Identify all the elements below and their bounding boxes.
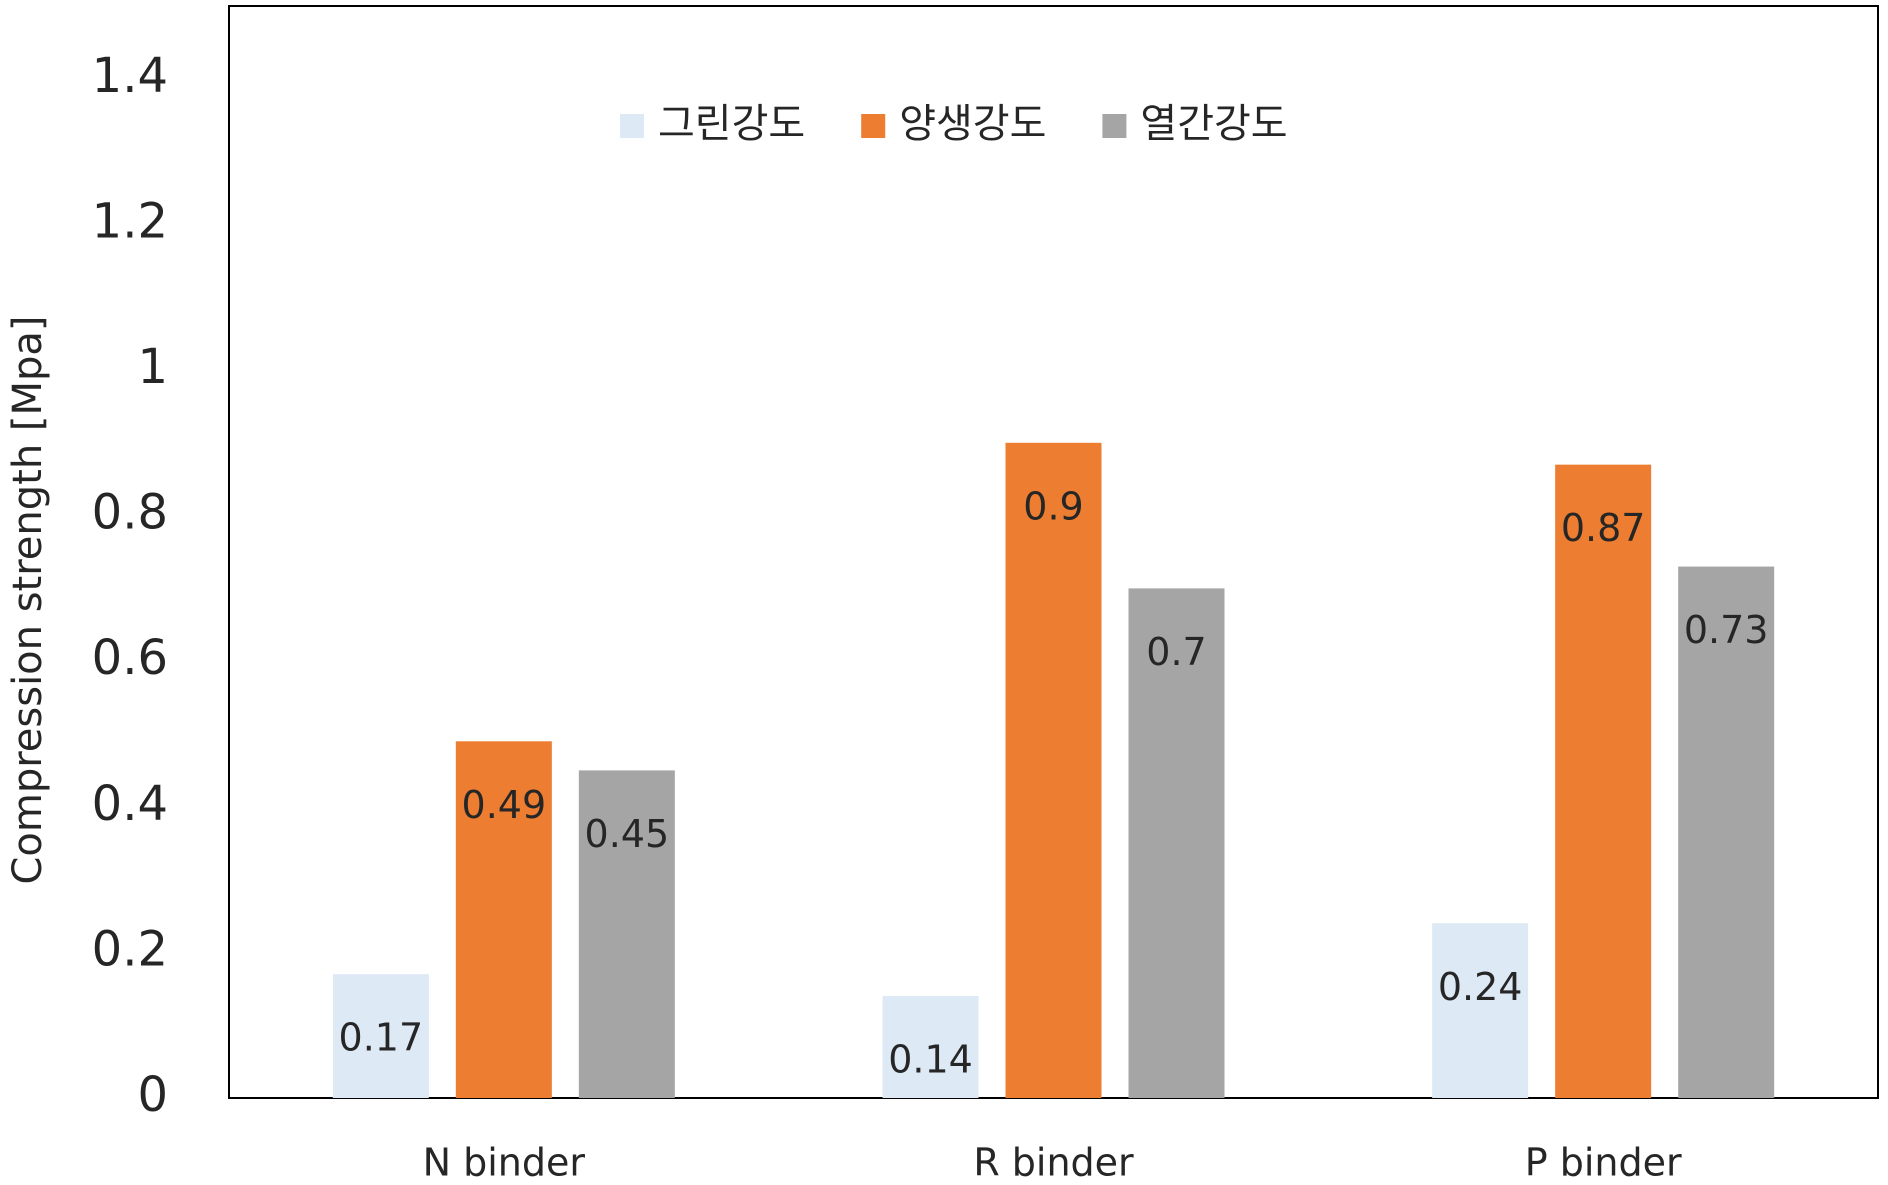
bar — [1432, 923, 1529, 1098]
value-label: 0.9 — [1023, 484, 1083, 528]
y-tick-label: 1.2 — [92, 193, 168, 249]
value-label: 0.24 — [1438, 965, 1523, 1009]
y-tick-label: 1.4 — [92, 48, 168, 104]
bar — [332, 974, 429, 1098]
value-label: 0.73 — [1684, 608, 1769, 652]
y-tick-label: 0.8 — [92, 485, 168, 541]
bar — [1555, 464, 1652, 1098]
y-tick-label: 0 — [137, 1067, 168, 1123]
y-tick-label: 0.4 — [92, 776, 168, 832]
y-axis-label: Compression strength [Mpa] — [5, 315, 51, 884]
legend-label: 양생강도 — [899, 101, 1046, 147]
value-label: 0.45 — [585, 812, 670, 856]
legend-label: 열간강도 — [1140, 101, 1287, 147]
bar — [1005, 442, 1102, 1098]
bar — [578, 770, 675, 1098]
legend-swatch — [620, 114, 644, 138]
legend-swatch — [1102, 114, 1127, 138]
x-tick-label: R binder — [973, 1141, 1134, 1185]
x-tick-label: P binder — [1525, 1141, 1682, 1185]
value-label: 0.14 — [888, 1038, 973, 1082]
y-tick-label: 0.2 — [92, 921, 168, 977]
y-tick-label: 0.6 — [92, 630, 168, 686]
bar — [1678, 566, 1775, 1098]
value-label: 0.7 — [1146, 630, 1206, 674]
value-label: 0.17 — [339, 1016, 424, 1060]
legend-label: 그린강도 — [658, 101, 805, 147]
x-tick-label: N binder — [423, 1141, 586, 1185]
bar — [882, 996, 979, 1098]
bar — [1128, 588, 1225, 1098]
legend-swatch — [861, 114, 886, 138]
y-tick-label: 1 — [137, 339, 168, 395]
bar — [455, 741, 552, 1098]
value-label: 0.87 — [1561, 506, 1646, 550]
value-label: 0.49 — [462, 783, 547, 827]
